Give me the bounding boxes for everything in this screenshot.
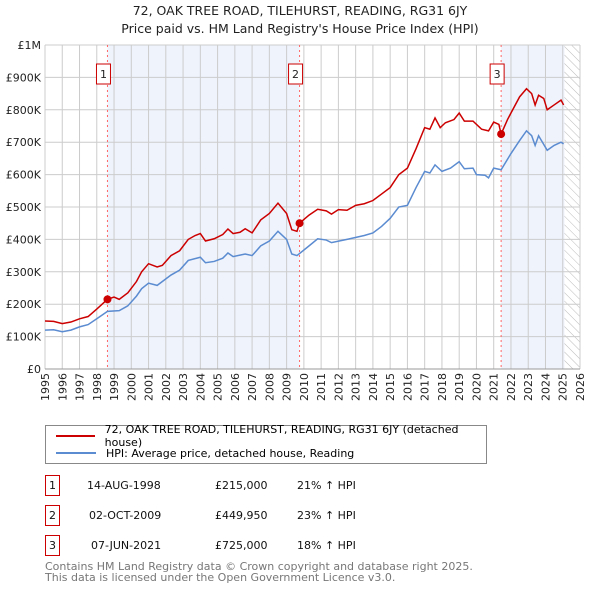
y-tick-label: £500K <box>6 201 42 214</box>
x-tick-label: 2003 <box>177 373 190 401</box>
sale-label: 2 <box>292 68 299 81</box>
footer-copyright: Contains HM Land Registry data © Crown c… <box>45 560 473 573</box>
legend-swatch-blue <box>56 452 96 454</box>
sale-label-box <box>489 63 505 85</box>
x-tick-label: 2009 <box>281 373 294 401</box>
legend-item-property: 72, OAK TREE ROAD, TILEHURST, READING, R… <box>56 423 486 449</box>
y-tick-label: £600K <box>6 169 42 182</box>
legend-label: 72, OAK TREE ROAD, TILEHURST, READING, R… <box>104 423 459 449</box>
x-tick-label: 2018 <box>436 373 449 401</box>
x-tick-label: 2000 <box>125 373 138 401</box>
x-tick-label: 1995 <box>39 373 52 401</box>
y-tick-label: £100K <box>6 331 42 344</box>
price: £725,000 <box>215 539 268 552</box>
hpi-change: 18% ↑ HPI <box>297 539 356 552</box>
sale-label: 3 <box>494 68 501 81</box>
marker-box: 2 <box>45 505 60 526</box>
transaction-row: 3 07-JUN-2021 £725,000 18% ↑ HPI <box>45 535 495 557</box>
x-tick-label: 2025 <box>557 373 570 401</box>
x-tick-label: 1999 <box>108 373 121 401</box>
chart-subtitle: Price paid vs. HM Land Registry's House … <box>121 21 479 36</box>
x-tick-label: 2016 <box>401 373 414 401</box>
price: £215,000 <box>215 479 268 492</box>
x-tick-label: 2021 <box>488 373 501 401</box>
x-tick-label: 2011 <box>315 373 328 401</box>
y-tick-label: £300K <box>6 266 42 279</box>
x-tick-label: 1998 <box>91 373 104 401</box>
x-tick-label: 2004 <box>194 373 207 401</box>
sale-label-box <box>288 63 304 85</box>
marker-box: 3 <box>45 535 60 556</box>
legend-label: HPI: Average price, detached house, Read… <box>106 446 355 460</box>
x-tick-label: 2001 <box>143 373 156 401</box>
transaction-row: 1 14-AUG-1998 £215,000 21% ↑ HPI <box>45 475 495 497</box>
transaction-row: 2 02-OCT-2009 £449,950 23% ↑ HPI <box>45 505 495 527</box>
x-tick-label: 2026 <box>574 373 587 401</box>
x-tick-label: 2022 <box>505 373 518 401</box>
x-tick-label: 2014 <box>367 373 380 401</box>
footer-licence: This data is licensed under the Open Gov… <box>45 571 396 584</box>
sale-point <box>497 130 506 139</box>
x-tick-label: 2019 <box>453 373 466 401</box>
sale-label: 1 <box>100 68 107 81</box>
sale-label-box <box>95 63 111 85</box>
x-tick-label: 1997 <box>74 373 87 401</box>
x-tick-label: 2015 <box>384 373 397 401</box>
chart-title: 72, OAK TREE ROAD, TILEHURST, READING, R… <box>132 3 468 18</box>
x-tick-label: 2017 <box>419 373 432 401</box>
x-tick-label: 2006 <box>229 373 242 401</box>
x-tick-label: 2008 <box>263 373 276 401</box>
x-tick-label: 1996 <box>56 373 69 401</box>
legend-swatch-red <box>56 435 95 437</box>
y-tick-label: £1M <box>18 39 42 52</box>
legend: 72, OAK TREE ROAD, TILEHURST, READING, R… <box>45 423 487 464</box>
date: 02-OCT-2009 <box>89 509 162 522</box>
x-tick-label: 2024 <box>539 373 552 401</box>
series-line <box>44 87 565 325</box>
x-tick-label: 2013 <box>350 373 363 401</box>
date: 14-AUG-1998 <box>87 479 161 492</box>
sale-point <box>103 295 112 304</box>
x-tick-label: 2010 <box>298 373 311 401</box>
x-tick-label: 2012 <box>332 373 345 401</box>
y-tick-label: £200K <box>6 298 42 311</box>
date: 07-JUN-2021 <box>91 539 162 552</box>
y-tick-label: £400K <box>6 233 42 246</box>
price-chart: 1995 1996 1997 1998 1999 2000 2001 2002 2003 2004… <box>6 39 587 401</box>
x-tick-label: 2002 <box>160 373 173 401</box>
x-tick-label: 2007 <box>246 373 259 401</box>
hpi-change: 23% ↑ HPI <box>297 509 356 522</box>
x-tick-label: 2023 <box>522 373 535 401</box>
y-tick-label: £800K <box>6 104 42 117</box>
series-line <box>44 129 565 333</box>
y-tick-label: £900K <box>6 71 42 84</box>
x-tick-label: 2005 <box>212 373 225 401</box>
hpi-change: 21% ↑ HPI <box>297 479 356 492</box>
y-tick-label: £0 <box>27 363 41 376</box>
x-tick-label: 2020 <box>470 373 483 401</box>
legend-item-hpi: HPI: Average price, detached house, Read… <box>56 445 354 461</box>
marker-box: 1 <box>45 475 60 496</box>
y-tick-label: £700K <box>6 136 42 149</box>
sale-point <box>295 219 304 228</box>
price: £449,950 <box>215 509 268 522</box>
